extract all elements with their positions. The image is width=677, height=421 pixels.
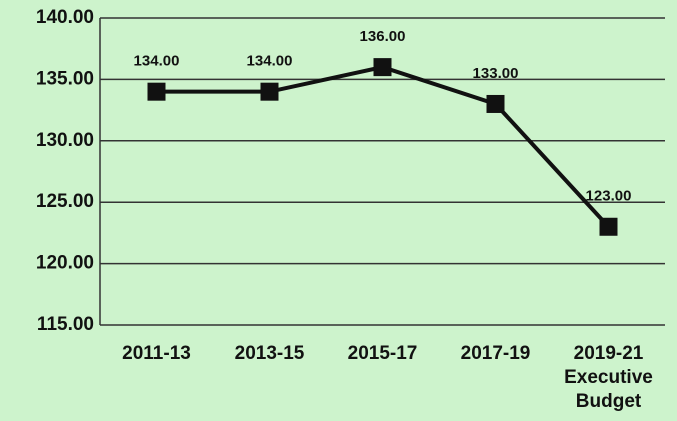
- marker: [147, 82, 166, 101]
- y-tick-label: 125.00: [36, 191, 94, 212]
- x-tick-label: 2013-15: [235, 343, 305, 364]
- data-label: 134.00: [134, 53, 180, 70]
- x-tick-label: 2015-17: [348, 343, 418, 364]
- y-tick-label: 115.00: [37, 314, 94, 335]
- x-tick-label: 2011-13: [122, 343, 191, 364]
- data-label: 136.00: [360, 28, 406, 45]
- y-tick-label: 130.00: [36, 130, 94, 151]
- x-tick-label: 2017-19: [461, 343, 531, 364]
- marker: [373, 58, 392, 77]
- marker: [260, 82, 279, 101]
- marker: [486, 94, 505, 113]
- data-label: 133.00: [473, 65, 519, 82]
- data-label: 134.00: [247, 53, 293, 70]
- y-tick-label: 135.00: [36, 68, 94, 89]
- y-tick-label: 140.00: [36, 7, 94, 28]
- marker: [599, 217, 618, 236]
- data-label: 123.00: [586, 188, 632, 205]
- y-tick-label: 120.00: [36, 253, 94, 274]
- x-tick-label: 2019-21 Executive Budget: [564, 343, 653, 412]
